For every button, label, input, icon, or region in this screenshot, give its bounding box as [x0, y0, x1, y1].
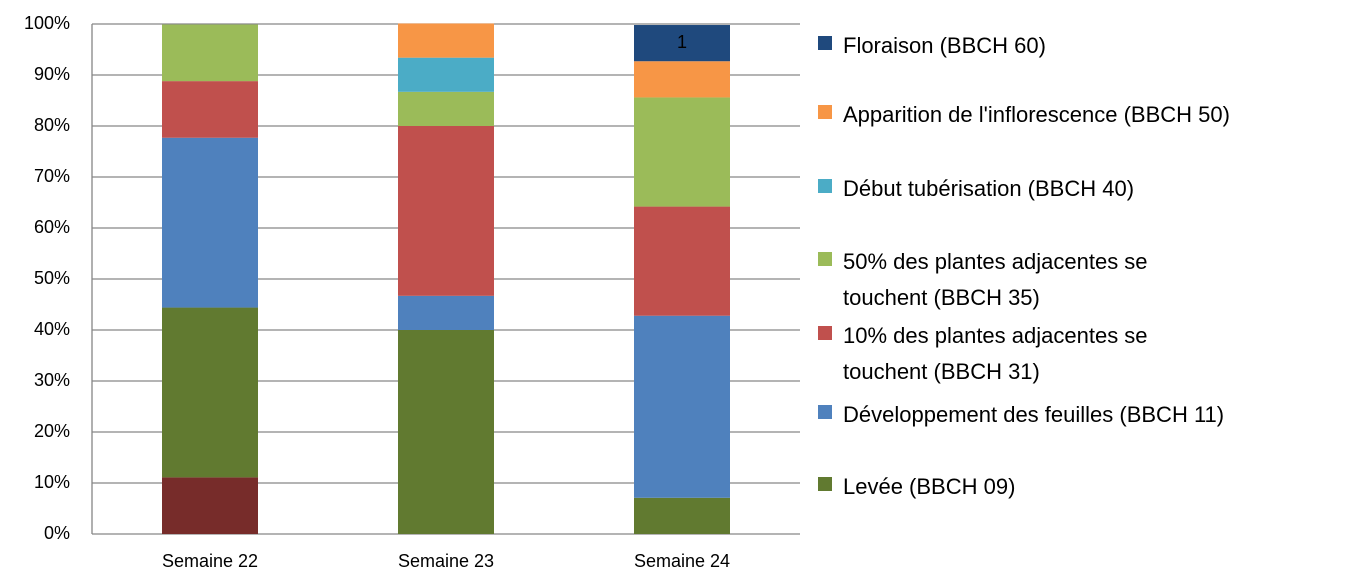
bar-segment	[398, 57, 494, 92]
bar-segment	[398, 91, 494, 126]
legend-label: Apparition de l'inflorescence (BBCH 50)	[843, 102, 1230, 127]
x-tick-label: Semaine 22	[162, 551, 258, 571]
bar-segment	[634, 61, 730, 98]
y-tick-label: 10%	[34, 472, 70, 492]
y-tick-label: 50%	[34, 268, 70, 288]
bar-segment	[634, 315, 730, 498]
bar-segment	[398, 330, 494, 534]
x-tick-label: Semaine 24	[634, 551, 730, 571]
x-tick-label: Semaine 23	[398, 551, 494, 571]
y-tick-label: 30%	[34, 370, 70, 390]
bar-segment	[162, 477, 258, 534]
y-tick-label: 20%	[34, 421, 70, 441]
legend-swatch	[818, 326, 832, 340]
y-tick-label: 40%	[34, 319, 70, 339]
bar-segment	[398, 126, 494, 296]
bar-segment	[634, 497, 730, 534]
legend-label: 10% des plantes adjacentes se touchent (…	[843, 323, 1148, 384]
bar-segment	[162, 307, 258, 478]
legend-swatch	[818, 36, 832, 50]
bar-segment	[162, 81, 258, 138]
bar-segment	[634, 25, 730, 62]
y-tick-label: 80%	[34, 115, 70, 135]
y-tick-label: 60%	[34, 217, 70, 237]
y-tick-label: 0%	[44, 523, 70, 543]
y-tick-label: 70%	[34, 166, 70, 186]
bar-segment	[634, 206, 730, 316]
bar-segment	[398, 295, 494, 330]
bar-segment	[398, 23, 494, 58]
legend-label: Levée (BBCH 09)	[843, 474, 1016, 499]
legend-swatch	[818, 179, 832, 193]
legend-swatch	[818, 105, 832, 119]
y-tick-label: 90%	[34, 64, 70, 84]
legend-swatch	[818, 477, 832, 491]
legend-swatch	[818, 252, 832, 266]
legend-label: Développement des feuilles (BBCH 11)	[843, 402, 1225, 427]
y-tick-label: 100%	[24, 13, 70, 33]
data-label: 1	[677, 32, 687, 52]
bar-segment	[162, 137, 258, 308]
legend-label: Début tubérisation (BBCH 40)	[843, 176, 1135, 201]
bar-segment	[162, 24, 258, 82]
bar-segment	[634, 97, 730, 207]
legend-swatch	[818, 405, 832, 419]
legend-label: Floraison (BBCH 60)	[843, 33, 1046, 58]
legend-label: 50% des plantes adjacentes se touchent (…	[843, 249, 1148, 310]
